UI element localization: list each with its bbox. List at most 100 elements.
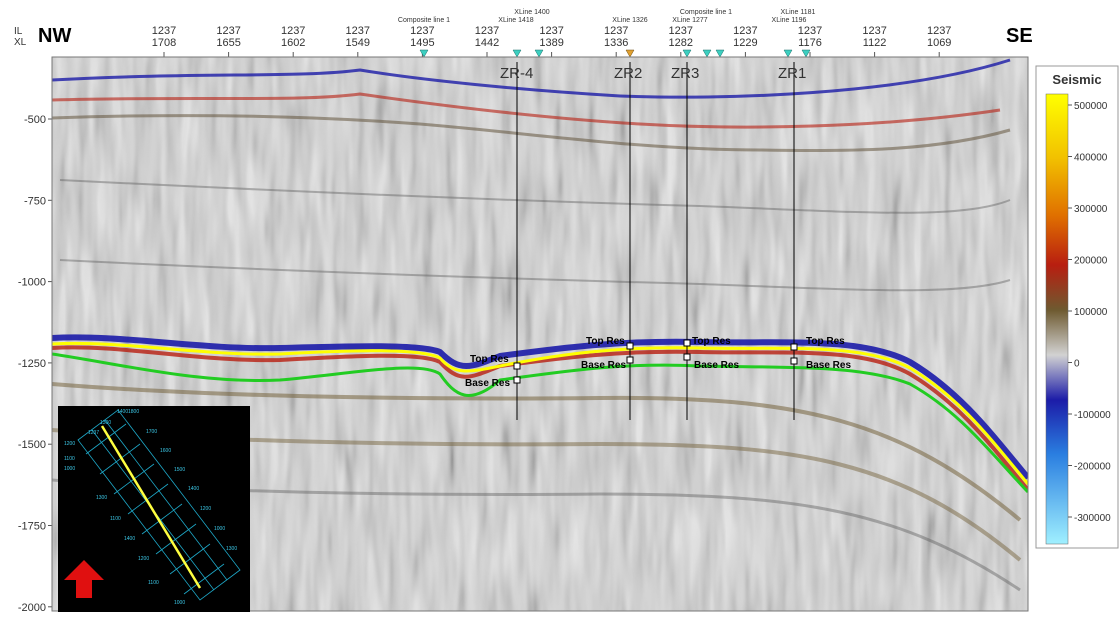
line-tag: XLine 1196 — [772, 17, 807, 24]
base-reservoir-horizon — [52, 352, 1028, 494]
top-tick-xl: 1495 — [410, 37, 434, 49]
direction-se: SE — [1006, 25, 1033, 47]
depth-axis: -500 -750 -1000 -1250 -1500 -1750 -2000 — [18, 114, 52, 614]
depth-tick-label: -750 — [24, 195, 46, 207]
top-tick-il: 1237 — [798, 25, 822, 37]
line-tag: XLine 1326 — [612, 17, 648, 24]
line-tag: XLine 1418 — [498, 17, 534, 24]
well-marker — [513, 362, 521, 370]
top-tick-il: 1237 — [346, 25, 370, 37]
top-tick-xl: 1655 — [216, 37, 240, 49]
svg-text:1100: 1100 — [148, 580, 159, 586]
well-label-zr1: ZR1 — [778, 65, 806, 82]
well-label-zr2: ZR2 — [614, 65, 642, 82]
top-tick-il: 1237 — [410, 25, 434, 37]
well-label-zr4: ZR-4 — [500, 65, 533, 82]
top-axis: 1237170812371655123716021237154912371495… — [152, 25, 951, 57]
base-res-label: Base Res — [465, 378, 510, 389]
top-tick-il: 1237 — [281, 25, 305, 37]
well-marker — [626, 342, 634, 350]
svg-text:1000: 1000 — [64, 466, 75, 472]
line-tag: XLine 1181 — [781, 9, 816, 16]
well-marker — [790, 343, 798, 351]
colorbar-tick-label: 200000 — [1074, 256, 1108, 267]
svg-text:1400: 1400 — [124, 536, 135, 542]
direction-nw: NW — [38, 25, 71, 47]
colorbar-tick-label: -100000 — [1074, 410, 1111, 421]
top-tick-il: 1237 — [475, 25, 499, 37]
depth-tick-label: -1750 — [18, 521, 46, 533]
svg-text:1200: 1200 — [138, 556, 149, 562]
svg-text:1000: 1000 — [174, 600, 185, 606]
svg-text:1400: 1400 — [188, 486, 199, 492]
svg-text:1000: 1000 — [214, 526, 225, 532]
colorbar-panel: Seismic 500000 400000 300000 200000 100000 0 -… — [1035, 65, 1119, 549]
svg-text:1200: 1200 — [200, 506, 211, 512]
colorbar-gradient — [1045, 93, 1069, 545]
top-tick-xl: 1389 — [539, 37, 563, 49]
depth-tick-label: -1000 — [18, 277, 46, 289]
well-marker — [683, 339, 691, 347]
svg-text:1100: 1100 — [110, 516, 121, 522]
top-tick-xl: 1602 — [281, 37, 305, 49]
section-trace — [100, 425, 202, 589]
top-tick-il: 1237 — [927, 25, 951, 37]
well-label-zr3: ZR3 — [671, 65, 699, 82]
top-tick-xl: 1282 — [669, 37, 693, 49]
svg-text:1300: 1300 — [96, 495, 107, 501]
north-arrow-icon — [64, 560, 104, 598]
svg-text:1300: 1300 — [100, 420, 111, 426]
line-tag: Composite line 1 — [398, 17, 450, 24]
base-res-label: Base Res — [694, 360, 739, 371]
line-markers — [419, 49, 811, 58]
svg-text:1500: 1500 — [174, 467, 185, 473]
depth-tick-label: -2000 — [18, 602, 46, 614]
svg-text:1700: 1700 — [146, 429, 157, 435]
colorbar-tick-label: 300000 — [1074, 204, 1108, 215]
colorbar-tick-label: 400000 — [1074, 153, 1108, 164]
top-tick-xl: 1549 — [346, 37, 370, 49]
svg-text:1300: 1300 — [226, 546, 237, 552]
top-tick-xl: 1069 — [927, 37, 951, 49]
top-tick-il: 1237 — [604, 25, 628, 37]
line-tag: Composite line 1 — [680, 9, 732, 16]
top-res-label: Top Res — [586, 336, 625, 347]
colorbar-tick-label: 500000 — [1074, 101, 1108, 112]
svg-text:1400: 1400 — [117, 409, 128, 415]
top-tick-il: 1237 — [539, 25, 563, 37]
top-res-label: Top Res — [470, 354, 509, 365]
well-marker — [626, 356, 634, 364]
top-tick-il: 1237 — [669, 25, 693, 37]
colorbar-tick-label: -200000 — [1074, 462, 1111, 473]
base-res-label: Base Res — [581, 360, 626, 371]
svg-text:1237: 1237 — [88, 430, 99, 436]
depth-tick-label: -500 — [24, 114, 46, 126]
colorbar-ticks: 500000 400000 300000 200000 100000 0 -100000 -2… — [1068, 101, 1111, 524]
svg-text:1100: 1100 — [64, 456, 75, 462]
top-tick-il: 1237 — [216, 25, 240, 37]
well-marker — [683, 353, 691, 361]
well-marker — [790, 357, 798, 365]
top-tick-xl: 1176 — [798, 37, 822, 49]
il-header: IL — [14, 26, 23, 37]
svg-text:1200: 1200 — [64, 441, 75, 447]
xl-header: XL — [14, 37, 27, 48]
colorbar-tick-label: 100000 — [1074, 307, 1108, 318]
depth-tick-label: -1250 — [18, 358, 46, 370]
base-res-label: Base Res — [806, 360, 851, 371]
top-tick-il: 1237 — [862, 25, 886, 37]
top-tick-il: 1237 — [733, 25, 757, 37]
well-lines — [513, 62, 798, 420]
inset-map: 1400 1800 1300 1700 1200 1600 1100 1500 … — [58, 406, 250, 612]
svg-text:1600: 1600 — [160, 448, 171, 454]
well-marker — [513, 376, 521, 384]
top-tick-xl: 1336 — [604, 37, 628, 49]
colorbar-tick-label: 0 — [1074, 359, 1080, 370]
line-tag: XLine 1400 — [514, 9, 550, 16]
colorbar-tick-label: -300000 — [1074, 513, 1111, 524]
line-tag: XLine 1277 — [672, 17, 708, 24]
colorbar-title: Seismic — [1052, 72, 1101, 87]
depth-tick-label: -1500 — [18, 439, 46, 451]
top-tick-il: 1237 — [152, 25, 176, 37]
